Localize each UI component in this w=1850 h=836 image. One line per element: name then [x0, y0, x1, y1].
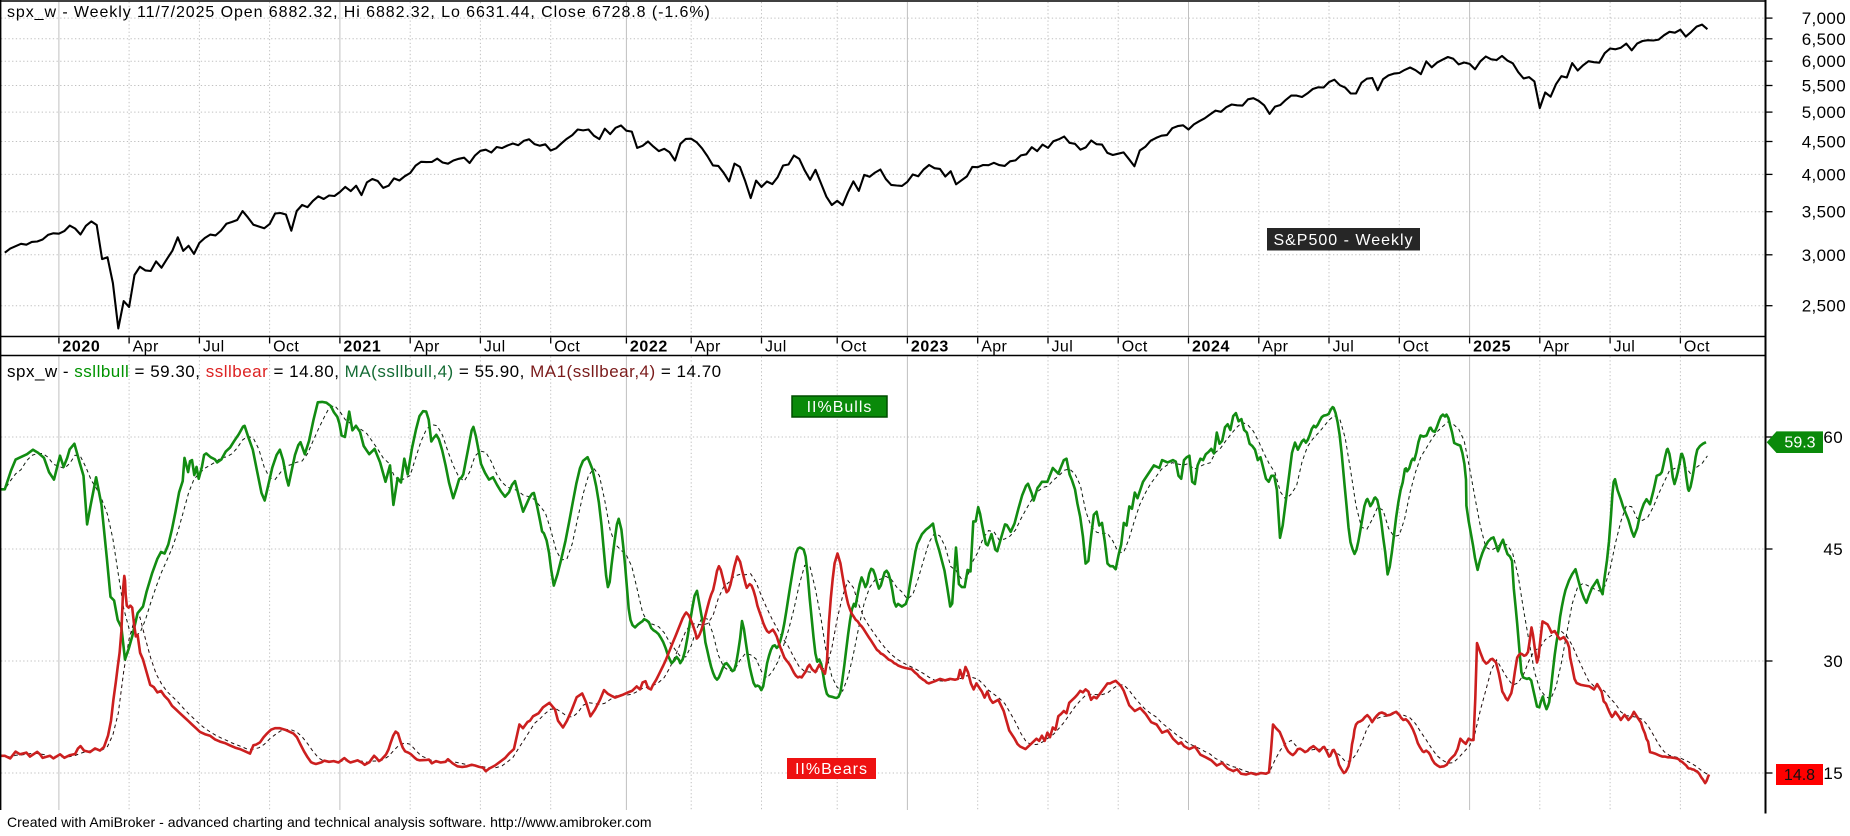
- svg-text:Apr: Apr: [695, 339, 721, 356]
- svg-text:Oct: Oct: [273, 339, 299, 356]
- svg-text:II%Bulls: II%Bulls: [807, 399, 873, 416]
- svg-text:15: 15: [1823, 764, 1843, 783]
- svg-text:2023: 2023: [911, 339, 949, 356]
- svg-text:3,500: 3,500: [1802, 203, 1846, 222]
- svg-text:5,500: 5,500: [1802, 77, 1846, 96]
- svg-text:2022: 2022: [630, 339, 668, 356]
- svg-text:Apr: Apr: [981, 339, 1007, 356]
- svg-text:6,500: 6,500: [1802, 30, 1846, 49]
- svg-text:2,500: 2,500: [1802, 297, 1846, 316]
- svg-text:59.3: 59.3: [1784, 435, 1815, 452]
- svg-text:Apr: Apr: [1543, 339, 1569, 356]
- svg-text:2024: 2024: [1192, 339, 1230, 356]
- svg-text:Jul: Jul: [203, 339, 225, 356]
- svg-text:4,500: 4,500: [1802, 133, 1846, 152]
- svg-text:Oct: Oct: [1403, 339, 1429, 356]
- svg-text:spx_w - ssllbull = 59.30, ssll: spx_w - ssllbull = 59.30, ssllbear = 14.…: [7, 362, 722, 381]
- svg-text:6,000: 6,000: [1802, 52, 1846, 71]
- svg-text:3,000: 3,000: [1802, 246, 1846, 265]
- svg-text:S&P500 - Weekly: S&P500 - Weekly: [1273, 232, 1413, 249]
- svg-text:Jul: Jul: [1614, 339, 1636, 356]
- svg-text:Jul: Jul: [484, 339, 506, 356]
- svg-text:Oct: Oct: [841, 339, 867, 356]
- svg-text:Jul: Jul: [765, 339, 787, 356]
- svg-text:2020: 2020: [62, 339, 100, 356]
- svg-text:Jul: Jul: [1052, 339, 1074, 356]
- svg-text:7,000: 7,000: [1802, 9, 1846, 28]
- svg-text:Oct: Oct: [1684, 339, 1710, 356]
- svg-text:II%Bears: II%Bears: [795, 761, 868, 778]
- svg-text:Oct: Oct: [554, 339, 580, 356]
- svg-text:Created with AmiBroker - advan: Created with AmiBroker - advanced charti…: [7, 814, 652, 830]
- svg-text:45: 45: [1823, 540, 1843, 559]
- svg-text:30: 30: [1823, 652, 1843, 671]
- svg-text:Apr: Apr: [1262, 339, 1288, 356]
- svg-text:2021: 2021: [343, 339, 381, 356]
- svg-text:4,000: 4,000: [1802, 165, 1846, 184]
- svg-text:2025: 2025: [1473, 339, 1511, 356]
- svg-text:spx_w - Weekly 11/7/2025 Open: spx_w - Weekly 11/7/2025 Open 6882.32, H…: [7, 4, 711, 21]
- svg-text:Apr: Apr: [133, 339, 159, 356]
- svg-text:Oct: Oct: [1122, 339, 1148, 356]
- svg-text:60: 60: [1823, 428, 1843, 447]
- svg-text:Jul: Jul: [1333, 339, 1355, 356]
- svg-text:14.8: 14.8: [1784, 767, 1815, 784]
- svg-text:5,000: 5,000: [1802, 103, 1846, 122]
- svg-text:Apr: Apr: [414, 339, 440, 356]
